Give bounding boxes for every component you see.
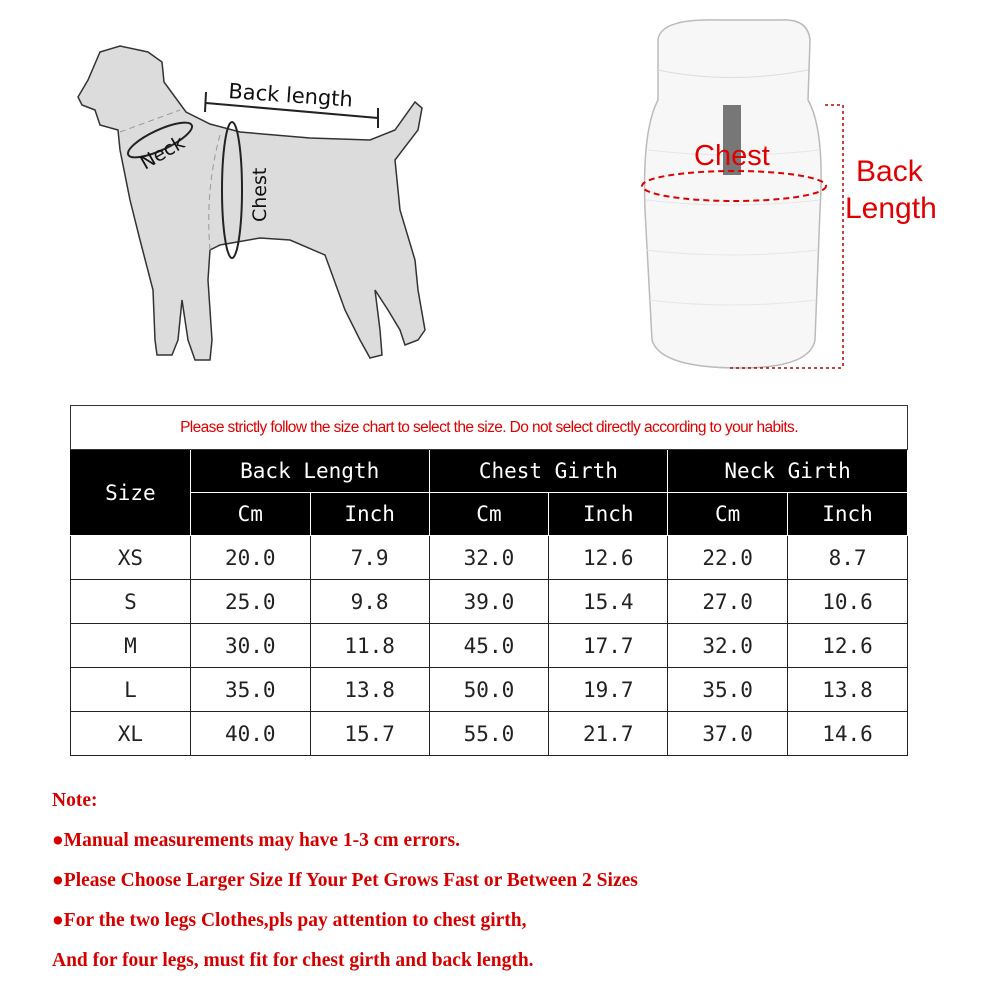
value-cell: 27.0 (667, 579, 789, 624)
chest-girth-header: Chest Girth (428, 449, 669, 493)
value-cell: 12.6 (548, 535, 669, 580)
value-cell: 14.6 (787, 711, 908, 756)
neck-arrow-icon (126, 121, 194, 159)
value-cell: 40.0 (189, 711, 311, 756)
size-cell: M (70, 623, 191, 668)
unit-header: Cm (428, 492, 550, 536)
table-caption: Please strictly follow the size chart to… (70, 405, 908, 450)
value-cell: 32.0 (667, 623, 789, 668)
value-cell: 50.0 (428, 667, 550, 712)
value-cell: 15.7 (309, 711, 430, 756)
value-cell: 11.8 (309, 623, 430, 668)
vest-image (643, 19, 822, 369)
value-cell: 21.7 (548, 711, 669, 756)
chest-label: Chest (249, 168, 271, 222)
value-cell: 45.0 (428, 623, 550, 668)
value-cell: 10.6 (787, 579, 908, 624)
dog-measurement-diagram: Back length Neck Chest (77, 45, 426, 361)
size-header: Size (70, 449, 191, 536)
size-cell: XL (70, 711, 191, 756)
value-cell: 35.0 (667, 667, 789, 712)
table-row: L 35.0 13.8 50.0 19.7 35.0 13.8 (70, 667, 908, 712)
value-cell: 17.7 (548, 623, 669, 668)
note-item: ●Please Choose Larger Size If Your Pet G… (52, 870, 638, 891)
value-cell: 13.8 (309, 667, 430, 712)
dog-silhouette (77, 45, 426, 361)
back-length-header: Back Length (189, 449, 430, 493)
vest-measurement-diagram: Chest Back Length (641, 19, 937, 369)
size-cell: L (70, 667, 191, 712)
value-cell: 9.8 (309, 579, 430, 624)
value-cell: 7.9 (309, 535, 430, 580)
size-chart-table: Please strictly follow the size chart to… (70, 405, 908, 756)
value-cell: 30.0 (189, 623, 311, 668)
value-cell: 39.0 (428, 579, 550, 624)
vest-strap (723, 105, 741, 175)
back-length-bar (204, 91, 379, 128)
notes-title: Note: (52, 790, 98, 811)
value-cell: 13.8 (787, 667, 908, 712)
unit-header: Cm (189, 492, 311, 536)
table-row: XL 40.0 15.7 55.0 21.7 37.0 14.6 (70, 711, 908, 756)
unit-header: Inch (787, 492, 908, 536)
size-cell: XS (70, 535, 191, 580)
neck-girth-header: Neck Girth (667, 449, 908, 493)
table-row: S 25.0 9.8 39.0 15.4 27.0 10.6 (70, 579, 908, 624)
value-cell: 32.0 (428, 535, 550, 580)
value-cell: 37.0 (667, 711, 789, 756)
note-item: ●Manual measurements may have 1-3 cm err… (52, 830, 461, 851)
size-cell: S (70, 579, 191, 624)
unit-header: Inch (548, 492, 669, 536)
chest-dashed-line (641, 170, 827, 202)
value-cell: 25.0 (189, 579, 311, 624)
vest-chest-label: Chest (694, 140, 770, 172)
value-cell: 8.7 (787, 535, 908, 580)
value-cell: 15.4 (548, 579, 669, 624)
table-row: XS 20.0 7.9 32.0 12.6 22.0 8.7 (70, 535, 908, 580)
table-row: M 30.0 11.8 45.0 17.7 32.0 12.6 (70, 623, 908, 668)
value-cell: 35.0 (189, 667, 311, 712)
value-cell: 22.0 (667, 535, 789, 580)
value-cell: 19.7 (548, 667, 669, 712)
unit-header: Inch (309, 492, 430, 536)
vest-back-label: Back (856, 155, 924, 188)
value-cell: 20.0 (189, 535, 311, 580)
note-item: ●For the two legs Clothes,pls pay attent… (52, 910, 527, 931)
note-item: And for four legs, must fit for chest gi… (52, 950, 534, 971)
notes-section: Note: ●Manual measurements may have 1-3 … (52, 790, 638, 990)
value-cell: 12.6 (787, 623, 908, 668)
value-cell: 55.0 (428, 711, 550, 756)
vest-length-label: Length (845, 192, 937, 225)
chest-arrow-icon (221, 121, 243, 259)
unit-header: Cm (667, 492, 789, 536)
back-length-dashed-line (730, 104, 844, 369)
